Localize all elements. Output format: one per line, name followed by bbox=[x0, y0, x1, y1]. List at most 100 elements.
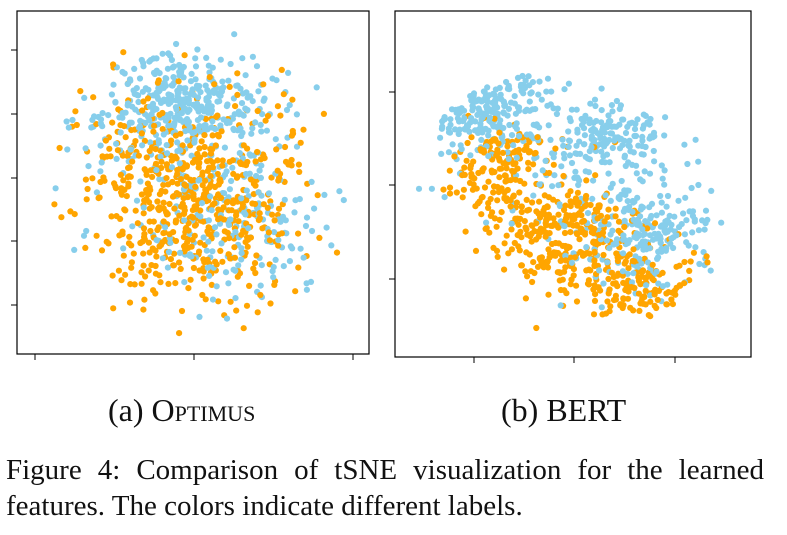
scatter-point-series-1 bbox=[285, 69, 292, 76]
scatter-point-series-1 bbox=[522, 224, 529, 231]
scatter-point-series-1 bbox=[479, 168, 486, 175]
scatter-point-series-1 bbox=[571, 254, 579, 261]
scatter-point-series-0 bbox=[110, 305, 117, 312]
scatter-point-series-0 bbox=[628, 279, 636, 286]
scatter-point-series-0 bbox=[154, 198, 161, 205]
scatter-point-series-0 bbox=[643, 282, 650, 289]
scatter-point-series-1 bbox=[642, 301, 649, 308]
scatter-point-series-1 bbox=[177, 147, 184, 154]
scatter-point-series-1 bbox=[533, 236, 540, 243]
axes-frame bbox=[394, 10, 752, 358]
scatter-point-series-0 bbox=[129, 158, 136, 165]
scatter-point-series-1 bbox=[206, 69, 213, 76]
scatter-point-series-1 bbox=[557, 270, 564, 277]
scatter-point-series-0 bbox=[209, 132, 216, 139]
scatter-point-series-0 bbox=[497, 117, 504, 124]
scatter-point-series-1 bbox=[253, 172, 260, 180]
scatter-point-series-0 bbox=[497, 91, 504, 98]
scatter-point-series-0 bbox=[696, 260, 703, 268]
scatter-point-series-1 bbox=[528, 222, 535, 229]
scatter-point-series-0 bbox=[141, 166, 148, 173]
scatter-point-series-0 bbox=[681, 141, 688, 148]
scatter-point-series-1 bbox=[583, 177, 590, 184]
scatter-point-series-1 bbox=[628, 284, 635, 291]
scatter-point-series-1 bbox=[459, 172, 466, 179]
scatter-point-series-1 bbox=[576, 236, 583, 243]
scatter-point-series-0 bbox=[536, 181, 543, 188]
scatter-point-series-0 bbox=[549, 150, 556, 157]
scatter-point-series-0 bbox=[673, 232, 680, 239]
scatter-point-series-0 bbox=[484, 84, 491, 91]
scatter-point-series-0 bbox=[215, 206, 222, 213]
scatter-point-series-0 bbox=[160, 181, 167, 188]
scatter-point-series-1 bbox=[236, 150, 243, 157]
scatter-point-series-0 bbox=[598, 119, 605, 126]
scatter-point-series-0 bbox=[178, 307, 186, 315]
scatter-point-series-0 bbox=[243, 302, 251, 309]
scatter-point-series-1 bbox=[88, 124, 95, 131]
scatter-point-series-0 bbox=[278, 230, 285, 237]
scatter-point-series-0 bbox=[637, 206, 645, 213]
scatter-point-series-0 bbox=[630, 199, 637, 206]
scatter-point-series-1 bbox=[238, 111, 245, 118]
scatter-point-series-1 bbox=[612, 213, 619, 220]
scatter-point-series-0 bbox=[188, 243, 195, 250]
scatter-point-series-1 bbox=[209, 296, 217, 303]
scatter-point-series-1 bbox=[507, 203, 514, 210]
scatter-point-series-0 bbox=[501, 101, 509, 108]
scatter-point-series-1 bbox=[308, 227, 316, 235]
scatter-point-series-1 bbox=[238, 100, 246, 107]
scatter-point-series-0 bbox=[264, 204, 271, 211]
scatter-point-series-1 bbox=[163, 142, 170, 149]
scatter-point-series-0 bbox=[642, 112, 649, 119]
scatter-point-series-1 bbox=[150, 55, 157, 62]
scatter-point-series-1 bbox=[176, 160, 183, 167]
scatter-point-series-0 bbox=[169, 179, 176, 186]
scatter-point-series-1 bbox=[269, 75, 276, 82]
scatter-point-series-1 bbox=[630, 246, 637, 253]
scatter-point-series-0 bbox=[316, 234, 323, 241]
scatter-point-series-0 bbox=[648, 200, 656, 207]
scatter-point-series-0 bbox=[562, 252, 569, 259]
scatter-point-series-1 bbox=[591, 282, 598, 289]
scatter-point-series-1 bbox=[93, 189, 100, 196]
scatter-point-series-0 bbox=[605, 170, 612, 177]
scatter-point-series-1 bbox=[591, 248, 598, 255]
scatter-point-series-1 bbox=[225, 118, 232, 125]
scatter-point-series-0 bbox=[445, 149, 452, 156]
scatter-point-series-0 bbox=[633, 170, 640, 177]
scatter-point-series-1 bbox=[99, 110, 106, 117]
scatter-point-series-1 bbox=[510, 160, 517, 168]
scatter-point-series-1 bbox=[581, 251, 588, 258]
scatter-point-series-1 bbox=[624, 295, 632, 302]
scatter-point-series-0 bbox=[655, 254, 662, 261]
scatter-point-series-0 bbox=[217, 194, 225, 202]
scatter-point-series-1 bbox=[196, 313, 203, 320]
scatter-point-series-0 bbox=[240, 142, 247, 149]
scatter-point-series-1 bbox=[155, 137, 162, 144]
scatter-point-series-0 bbox=[428, 185, 435, 192]
scatter-point-series-1 bbox=[257, 121, 264, 128]
scatter-point-series-1 bbox=[608, 269, 616, 276]
scatter-point-series-0 bbox=[126, 233, 133, 240]
scatter-point-series-1 bbox=[145, 86, 152, 93]
scatter-point-series-0 bbox=[289, 96, 296, 103]
scatter-point-series-1 bbox=[555, 211, 562, 218]
scatter-point-series-0 bbox=[145, 239, 152, 246]
scatter-point-series-0 bbox=[180, 210, 187, 217]
scatter-point-series-1 bbox=[560, 172, 567, 180]
subcaption-name: Optimus bbox=[151, 392, 256, 428]
scatter-point-series-1 bbox=[587, 224, 595, 231]
scatter-point-series-0 bbox=[568, 106, 576, 113]
scatter-point-series-1 bbox=[602, 310, 610, 317]
scatter-point-series-0 bbox=[445, 125, 452, 132]
scatter-point-series-0 bbox=[171, 250, 178, 257]
scatter-point-series-0 bbox=[646, 170, 654, 177]
scatter-point-series-0 bbox=[701, 226, 708, 233]
scatter-point-series-0 bbox=[152, 270, 159, 277]
scatter-point-series-0 bbox=[452, 126, 459, 133]
scatter-point-series-0 bbox=[126, 164, 133, 171]
scatter-point-series-0 bbox=[662, 227, 669, 234]
scatter-point-series-0 bbox=[545, 122, 552, 129]
scatter-point-series-1 bbox=[566, 212, 574, 219]
